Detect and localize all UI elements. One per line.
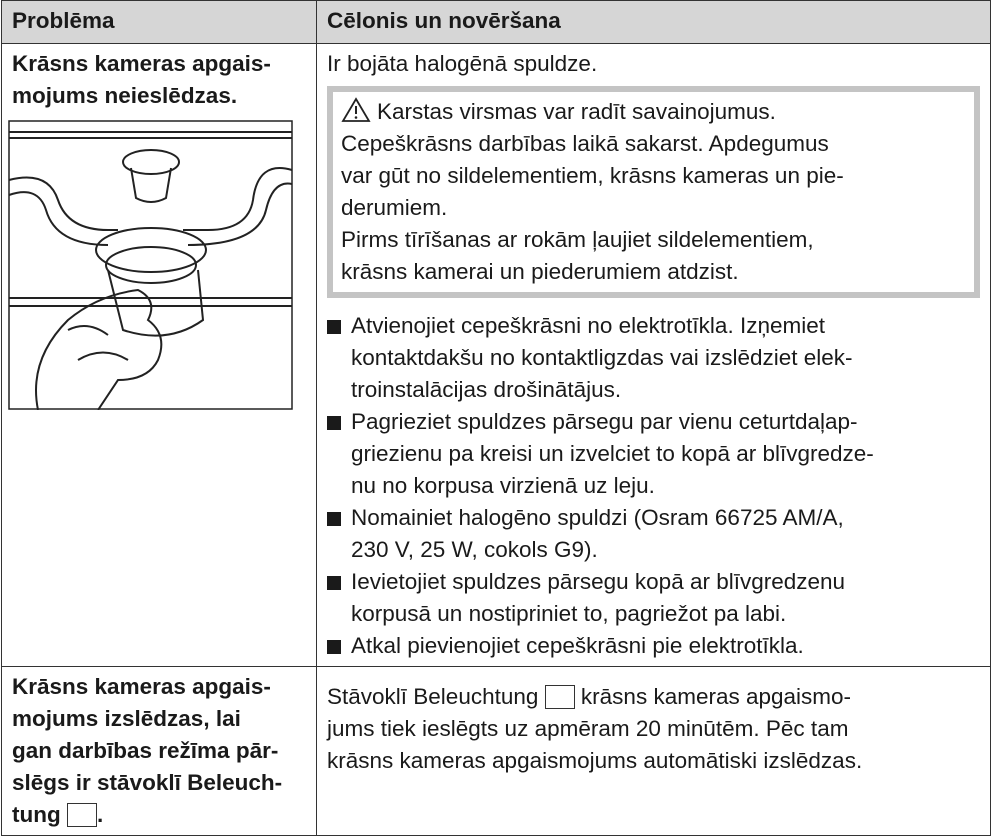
row: Krāsns kameras apgais- mojums izslēdzas,… [1, 666, 991, 836]
problem-text: Krāsns kameras apgais- mojums izslēdzas,… [12, 674, 283, 827]
step: Atkal pievienojiet cepeškrāsni pie elekt… [327, 630, 980, 662]
warning-title: Karstas virsmas var radīt savainojumus. [377, 99, 776, 124]
step: Ievietojiet spuldzes pārsegu kopā ar blī… [327, 566, 980, 630]
problem-cell: Krāsns kameras apgais- mojums izslēdzas,… [1, 666, 317, 836]
row: Krāsns kameras apgais- mojums neieslēdza… [1, 43, 991, 667]
step: Nomainiet halogēno spuldzi (Osram 66725 … [327, 502, 980, 566]
light-icon [67, 803, 97, 827]
illustration [8, 120, 293, 410]
warning-icon [341, 97, 371, 122]
cause-text: Stāvoklī Beleuchtung [327, 684, 539, 709]
warning-title-line: Karstas virsmas var radīt savainojumus. [341, 96, 966, 128]
solution-cell: Ir bojāta halogēnā spuldze. Karstas virs… [316, 43, 991, 667]
solution-cell: Stāvoklī Beleuchtung krāsns kameras apga… [316, 666, 991, 836]
cause-text: krāsns kameras apgaismo- jums tiek ieslē… [327, 684, 863, 773]
header-cell: Problēma [1, 0, 317, 44]
warning-box: Karstas virsmas var radīt savainojumus. … [327, 86, 980, 298]
header-cell: Cēlonis un novēršana [316, 0, 991, 44]
step: Atvienojiet cepeškrāsni no elektrotīkla.… [327, 310, 980, 406]
warning-paragraph: Pirms tīrīšanas ar rokām ļaujiet sildele… [341, 227, 814, 284]
cause-text: Ir bojāta halogēnā spuldze. [327, 51, 598, 76]
step: Pagrieziet spuldzes pārsegu par vienu ce… [327, 406, 980, 502]
header-row: Problēma Cēlonis un novēršana [1, 0, 991, 44]
problem-cell: Krāsns kameras apgais- mojums neieslēdza… [1, 43, 317, 667]
problem-text: Krāsns kameras apgais- mojums neieslēdza… [12, 51, 271, 108]
problem-end: . [97, 802, 104, 827]
warning-paragraph: Cepeškrāsns darbības laikā sakarst. Apde… [341, 131, 844, 220]
light-icon [544, 685, 575, 709]
steps-list: Atvienojiet cepeškrāsni no elektrotīkla.… [327, 310, 980, 662]
